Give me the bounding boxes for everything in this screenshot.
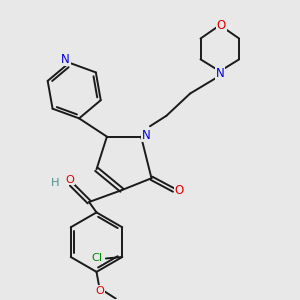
Text: O: O <box>217 19 226 32</box>
Text: H: H <box>51 178 59 188</box>
Text: O: O <box>96 286 104 296</box>
Text: O: O <box>175 184 184 196</box>
Text: O: O <box>65 175 74 185</box>
Text: N: N <box>142 129 151 142</box>
Text: N: N <box>61 53 70 66</box>
Text: Cl: Cl <box>92 254 103 263</box>
Text: N: N <box>215 67 224 80</box>
